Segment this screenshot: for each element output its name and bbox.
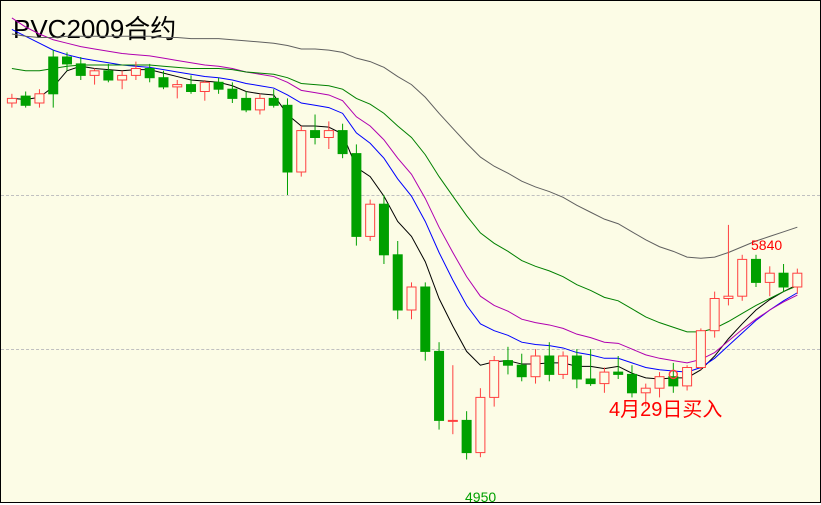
candle-body xyxy=(379,204,388,255)
candle-body xyxy=(710,299,719,331)
annotation-label: 5840 xyxy=(751,237,782,253)
candle-body xyxy=(338,131,347,154)
candle-body xyxy=(311,131,320,138)
candle-body xyxy=(228,89,237,98)
candle-body xyxy=(187,85,196,92)
ma-line xyxy=(12,34,797,258)
candle-body xyxy=(614,372,623,374)
candle-body xyxy=(572,356,581,379)
candle-body xyxy=(173,85,182,87)
candle-body xyxy=(352,154,361,237)
candle-body xyxy=(751,259,760,282)
candle-body xyxy=(200,82,209,91)
candle-body xyxy=(421,287,430,351)
candle-body xyxy=(76,64,85,76)
candle-body xyxy=(283,105,292,172)
candle-body xyxy=(90,71,99,76)
candle-body xyxy=(793,273,802,287)
candle-body xyxy=(435,351,444,420)
ma-line xyxy=(12,65,797,332)
candle-body xyxy=(269,98,278,105)
candle-body xyxy=(490,361,499,398)
candle-body xyxy=(131,69,140,76)
candle-body xyxy=(462,420,471,452)
candle-body xyxy=(407,287,416,310)
candle-body xyxy=(63,57,72,64)
candle-body xyxy=(627,374,636,392)
candle-body xyxy=(683,368,692,386)
ma-line xyxy=(12,66,797,379)
candle-body xyxy=(531,356,540,377)
chart-svg xyxy=(1,1,821,504)
candle-body xyxy=(779,273,788,287)
candle-body xyxy=(104,71,113,80)
candle-body xyxy=(21,96,30,105)
candle-body xyxy=(696,331,705,368)
candle-body xyxy=(145,69,154,78)
candle-body xyxy=(545,356,554,374)
candle-body xyxy=(655,377,664,389)
candle-body xyxy=(503,361,512,366)
candle-body xyxy=(559,356,568,374)
candle-body xyxy=(393,255,402,310)
candle-body xyxy=(35,94,44,103)
chart-container: PVC2009合约 58404月29日买入4950 xyxy=(0,0,821,503)
candle-body xyxy=(765,273,774,282)
candle-body xyxy=(517,365,526,377)
annotation-label: 4月29日买入 xyxy=(609,393,722,422)
candle-body xyxy=(448,420,457,421)
candle-body xyxy=(738,259,747,296)
candle-body xyxy=(159,78,168,87)
candle-body xyxy=(366,204,375,236)
candle-body xyxy=(724,296,733,298)
candle-body xyxy=(476,397,485,452)
candle-body xyxy=(214,82,223,89)
ma-line xyxy=(12,18,797,363)
candle-body xyxy=(118,75,127,80)
candle-body xyxy=(324,131,333,138)
candle-body xyxy=(255,98,264,110)
candle-body xyxy=(600,372,609,384)
candle-body xyxy=(49,57,58,94)
candle-body xyxy=(586,379,595,384)
candle-body xyxy=(297,131,306,172)
candle-body xyxy=(242,98,251,110)
candle-body xyxy=(7,98,16,103)
